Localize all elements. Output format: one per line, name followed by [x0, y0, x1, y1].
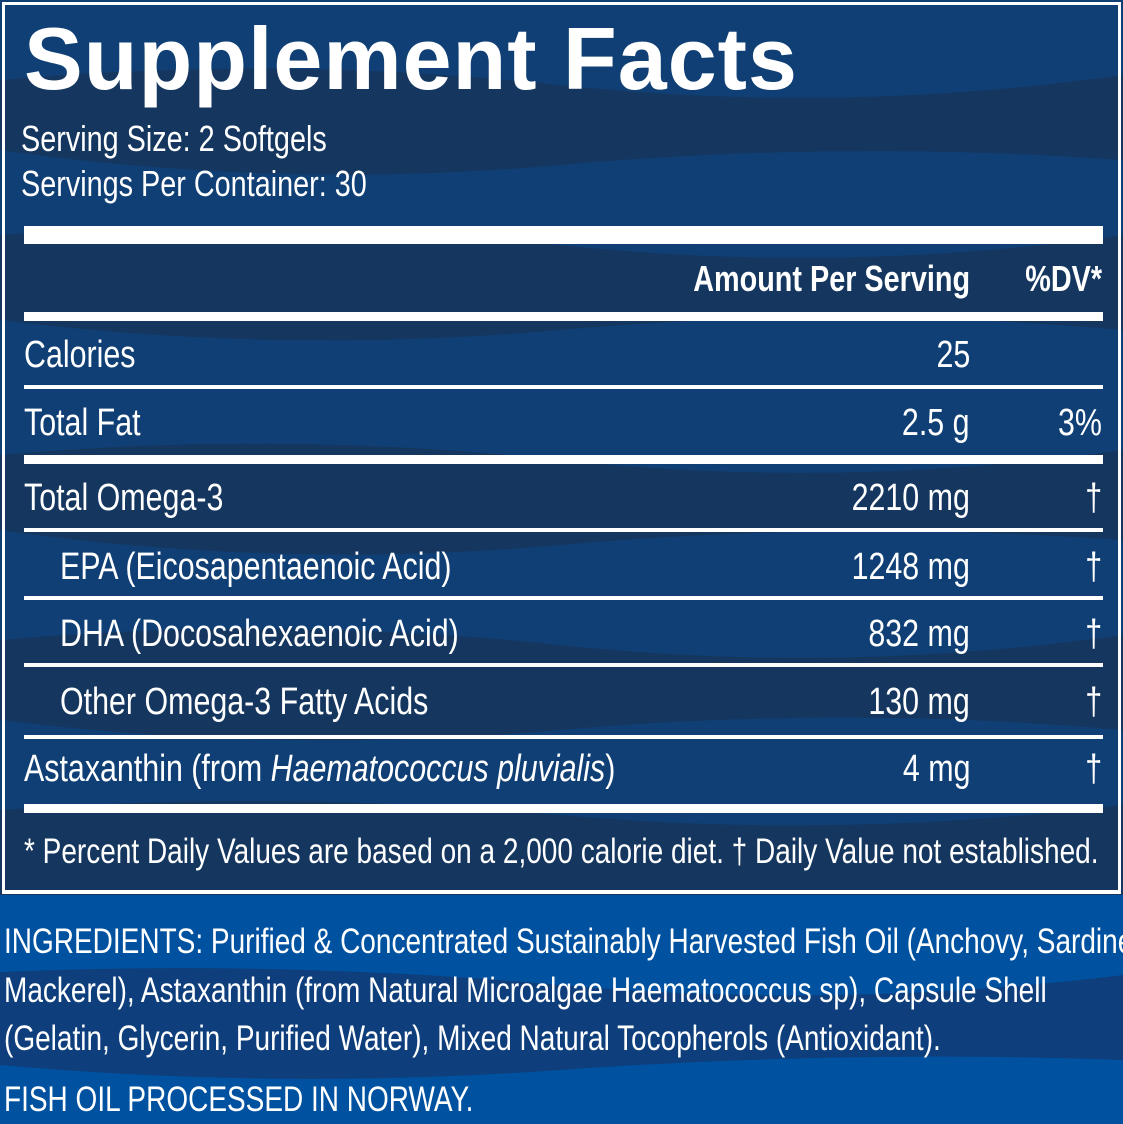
ingredients: INGREDIENTS: Purified & Concentrated Sus…	[4, 922, 1123, 1058]
divider-thin	[24, 735, 1103, 739]
divider-thin	[24, 385, 1103, 389]
origin-statement: FISH OIL PROCESSED IN NORWAY.	[4, 1080, 474, 1119]
row-name: Astaxanthin (from Haematococcus pluviali…	[24, 748, 616, 790]
dv-header: %DV*	[1025, 258, 1102, 299]
panel-title: Supplement Facts	[24, 9, 798, 108]
row-amount: 4 mg	[902, 748, 970, 790]
row-name: EPA (Eicosapentaenoic Acid)	[60, 546, 452, 588]
row-name: Total Omega-3	[24, 477, 224, 519]
divider-thin	[24, 596, 1103, 600]
row-dv: †	[1085, 613, 1102, 655]
row-dv: †	[1085, 681, 1102, 723]
row-name: DHA (Docosahexaenoic Acid)	[60, 613, 459, 655]
divider-medium	[24, 804, 1103, 813]
row-dv: †	[1085, 546, 1102, 588]
divider-medium	[24, 312, 1103, 321]
divider-thick	[24, 226, 1103, 244]
row-name: Total Fat	[24, 402, 141, 444]
divider-thin	[24, 663, 1103, 667]
row-dv: 3%	[1058, 402, 1102, 444]
row-amount: 1248 mg	[851, 546, 970, 588]
row-amount: 832 mg	[868, 613, 970, 655]
row-amount: 2210 mg	[851, 477, 970, 519]
row-name: Calories	[24, 334, 136, 376]
row-amount: 25	[936, 334, 970, 376]
footnote: * Percent Daily Values are based on a 2,…	[24, 832, 1099, 871]
row-name: Other Omega-3 Fatty Acids	[60, 681, 429, 723]
row-amount: 130 mg	[868, 681, 970, 723]
servings-per-container: Servings Per Container: 30	[21, 163, 367, 204]
row-dv: †	[1085, 748, 1102, 790]
amount-per-serving-header: Amount Per Serving	[693, 258, 970, 299]
supplement-facts-panel	[2, 2, 1121, 894]
row-dv: †	[1085, 477, 1102, 519]
serving-size: Serving Size: 2 Softgels	[21, 118, 327, 159]
divider-medium	[24, 455, 1103, 464]
row-amount: 2.5 g	[902, 402, 970, 444]
divider-thin	[24, 528, 1103, 532]
